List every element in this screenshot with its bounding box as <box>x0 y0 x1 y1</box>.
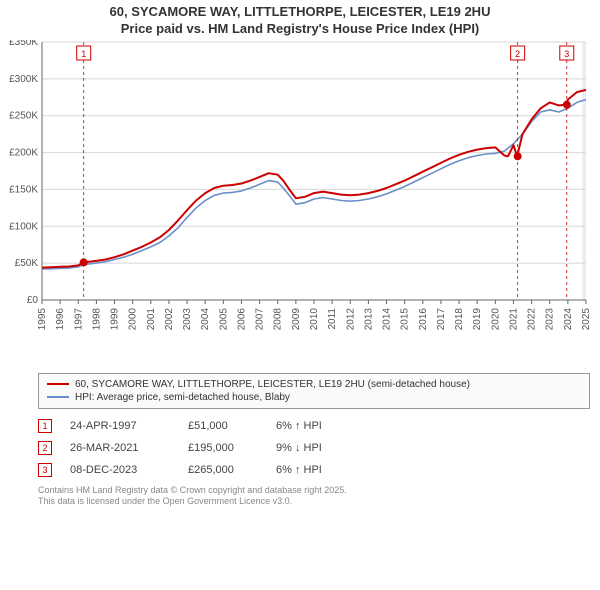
title-line-1: 60, SYCAMORE WAY, LITTLETHORPE, LEICESTE… <box>10 4 590 21</box>
svg-text:2014: 2014 <box>382 307 393 330</box>
svg-text:2016: 2016 <box>418 307 429 330</box>
svg-text:2024: 2024 <box>563 307 574 330</box>
svg-text:2015: 2015 <box>400 307 411 330</box>
transaction-change: 9% ↓ HPI <box>276 442 366 454</box>
chart-svg: £0 £50K £100K £150K £200K £250K £300K £350K 1995… <box>6 40 594 360</box>
svg-text:1999: 1999 <box>110 307 121 330</box>
svg-text:1997: 1997 <box>73 307 84 330</box>
svg-text:2019: 2019 <box>472 307 483 330</box>
svg-text:2011: 2011 <box>327 307 338 329</box>
svg-text:2017: 2017 <box>436 307 447 330</box>
svg-text:2003: 2003 <box>182 307 193 330</box>
svg-text:2005: 2005 <box>218 307 229 330</box>
legend-item: 60, SYCAMORE WAY, LITTLETHORPE, LEICESTE… <box>47 378 581 391</box>
svg-text:2001: 2001 <box>146 307 157 330</box>
svg-text:2020: 2020 <box>490 307 501 330</box>
legend-label: HPI: Average price, semi-detached house,… <box>75 392 290 403</box>
svg-text:2004: 2004 <box>200 307 211 330</box>
svg-text:2010: 2010 <box>309 307 320 330</box>
svg-text:3: 3 <box>564 49 569 59</box>
svg-text:2008: 2008 <box>273 307 284 330</box>
svg-text:2009: 2009 <box>291 307 302 330</box>
footer-line-1: Contains HM Land Registry data © Crown c… <box>38 485 590 497</box>
title-line-2: Price paid vs. HM Land Registry's House … <box>10 21 590 38</box>
svg-text:2025: 2025 <box>581 307 592 330</box>
transaction-price: £265,000 <box>188 464 258 476</box>
legend-swatch <box>47 383 69 385</box>
svg-text:2007: 2007 <box>255 307 266 330</box>
legend-swatch <box>47 396 69 398</box>
svg-text:2012: 2012 <box>345 307 356 330</box>
transaction-table: 1 24-APR-1997 £51,000 6% ↑ HPI 2 26-MAR-2021 £… <box>38 415 590 481</box>
transaction-change: 6% ↑ HPI <box>276 464 366 476</box>
transaction-row: 2 26-MAR-2021 £195,000 9% ↓ HPI <box>38 437 590 459</box>
svg-text:2: 2 <box>515 49 520 59</box>
transaction-date: 26-MAR-2021 <box>70 442 170 454</box>
svg-text:2023: 2023 <box>545 307 556 330</box>
svg-text:2018: 2018 <box>454 307 465 330</box>
svg-text:2006: 2006 <box>236 307 247 330</box>
price-chart: £0 £50K £100K £150K £200K £250K £300K £350K 1995… <box>6 40 600 365</box>
transaction-number: 3 <box>38 463 52 477</box>
transaction-date: 08-DEC-2023 <box>70 464 170 476</box>
chart-title: 60, SYCAMORE WAY, LITTLETHORPE, LEICESTE… <box>0 0 600 40</box>
svg-text:£350K: £350K <box>9 40 38 48</box>
transaction-change: 6% ↑ HPI <box>276 420 366 432</box>
svg-text:1998: 1998 <box>91 307 102 330</box>
svg-text:2021: 2021 <box>508 307 519 330</box>
svg-text:2002: 2002 <box>164 307 175 330</box>
transaction-row: 3 08-DEC-2023 £265,000 6% ↑ HPI <box>38 459 590 481</box>
svg-text:£100K: £100K <box>9 221 38 232</box>
svg-text:£300K: £300K <box>9 74 38 85</box>
legend-label: 60, SYCAMORE WAY, LITTLETHORPE, LEICESTE… <box>75 379 470 390</box>
svg-text:2000: 2000 <box>128 307 139 330</box>
transaction-number: 1 <box>38 419 52 433</box>
footer-attribution: Contains HM Land Registry data © Crown c… <box>38 485 590 508</box>
svg-text:1996: 1996 <box>55 307 66 330</box>
legend: 60, SYCAMORE WAY, LITTLETHORPE, LEICESTE… <box>38 373 590 409</box>
legend-item: HPI: Average price, semi-detached house,… <box>47 391 581 404</box>
transaction-number: 2 <box>38 441 52 455</box>
svg-text:1: 1 <box>81 49 86 59</box>
transaction-price: £195,000 <box>188 442 258 454</box>
transaction-price: £51,000 <box>188 420 258 432</box>
svg-text:£0: £0 <box>27 295 39 306</box>
svg-text:£150K: £150K <box>9 184 38 195</box>
svg-text:2013: 2013 <box>363 307 374 330</box>
svg-text:£250K: £250K <box>9 110 38 121</box>
svg-text:2022: 2022 <box>527 307 538 330</box>
transaction-date: 24-APR-1997 <box>70 420 170 432</box>
footer-line-2: This data is licensed under the Open Gov… <box>38 496 590 508</box>
svg-text:1995: 1995 <box>37 307 48 330</box>
svg-text:£200K: £200K <box>9 147 38 158</box>
svg-text:£50K: £50K <box>15 258 39 269</box>
transaction-row: 1 24-APR-1997 £51,000 6% ↑ HPI <box>38 415 590 437</box>
